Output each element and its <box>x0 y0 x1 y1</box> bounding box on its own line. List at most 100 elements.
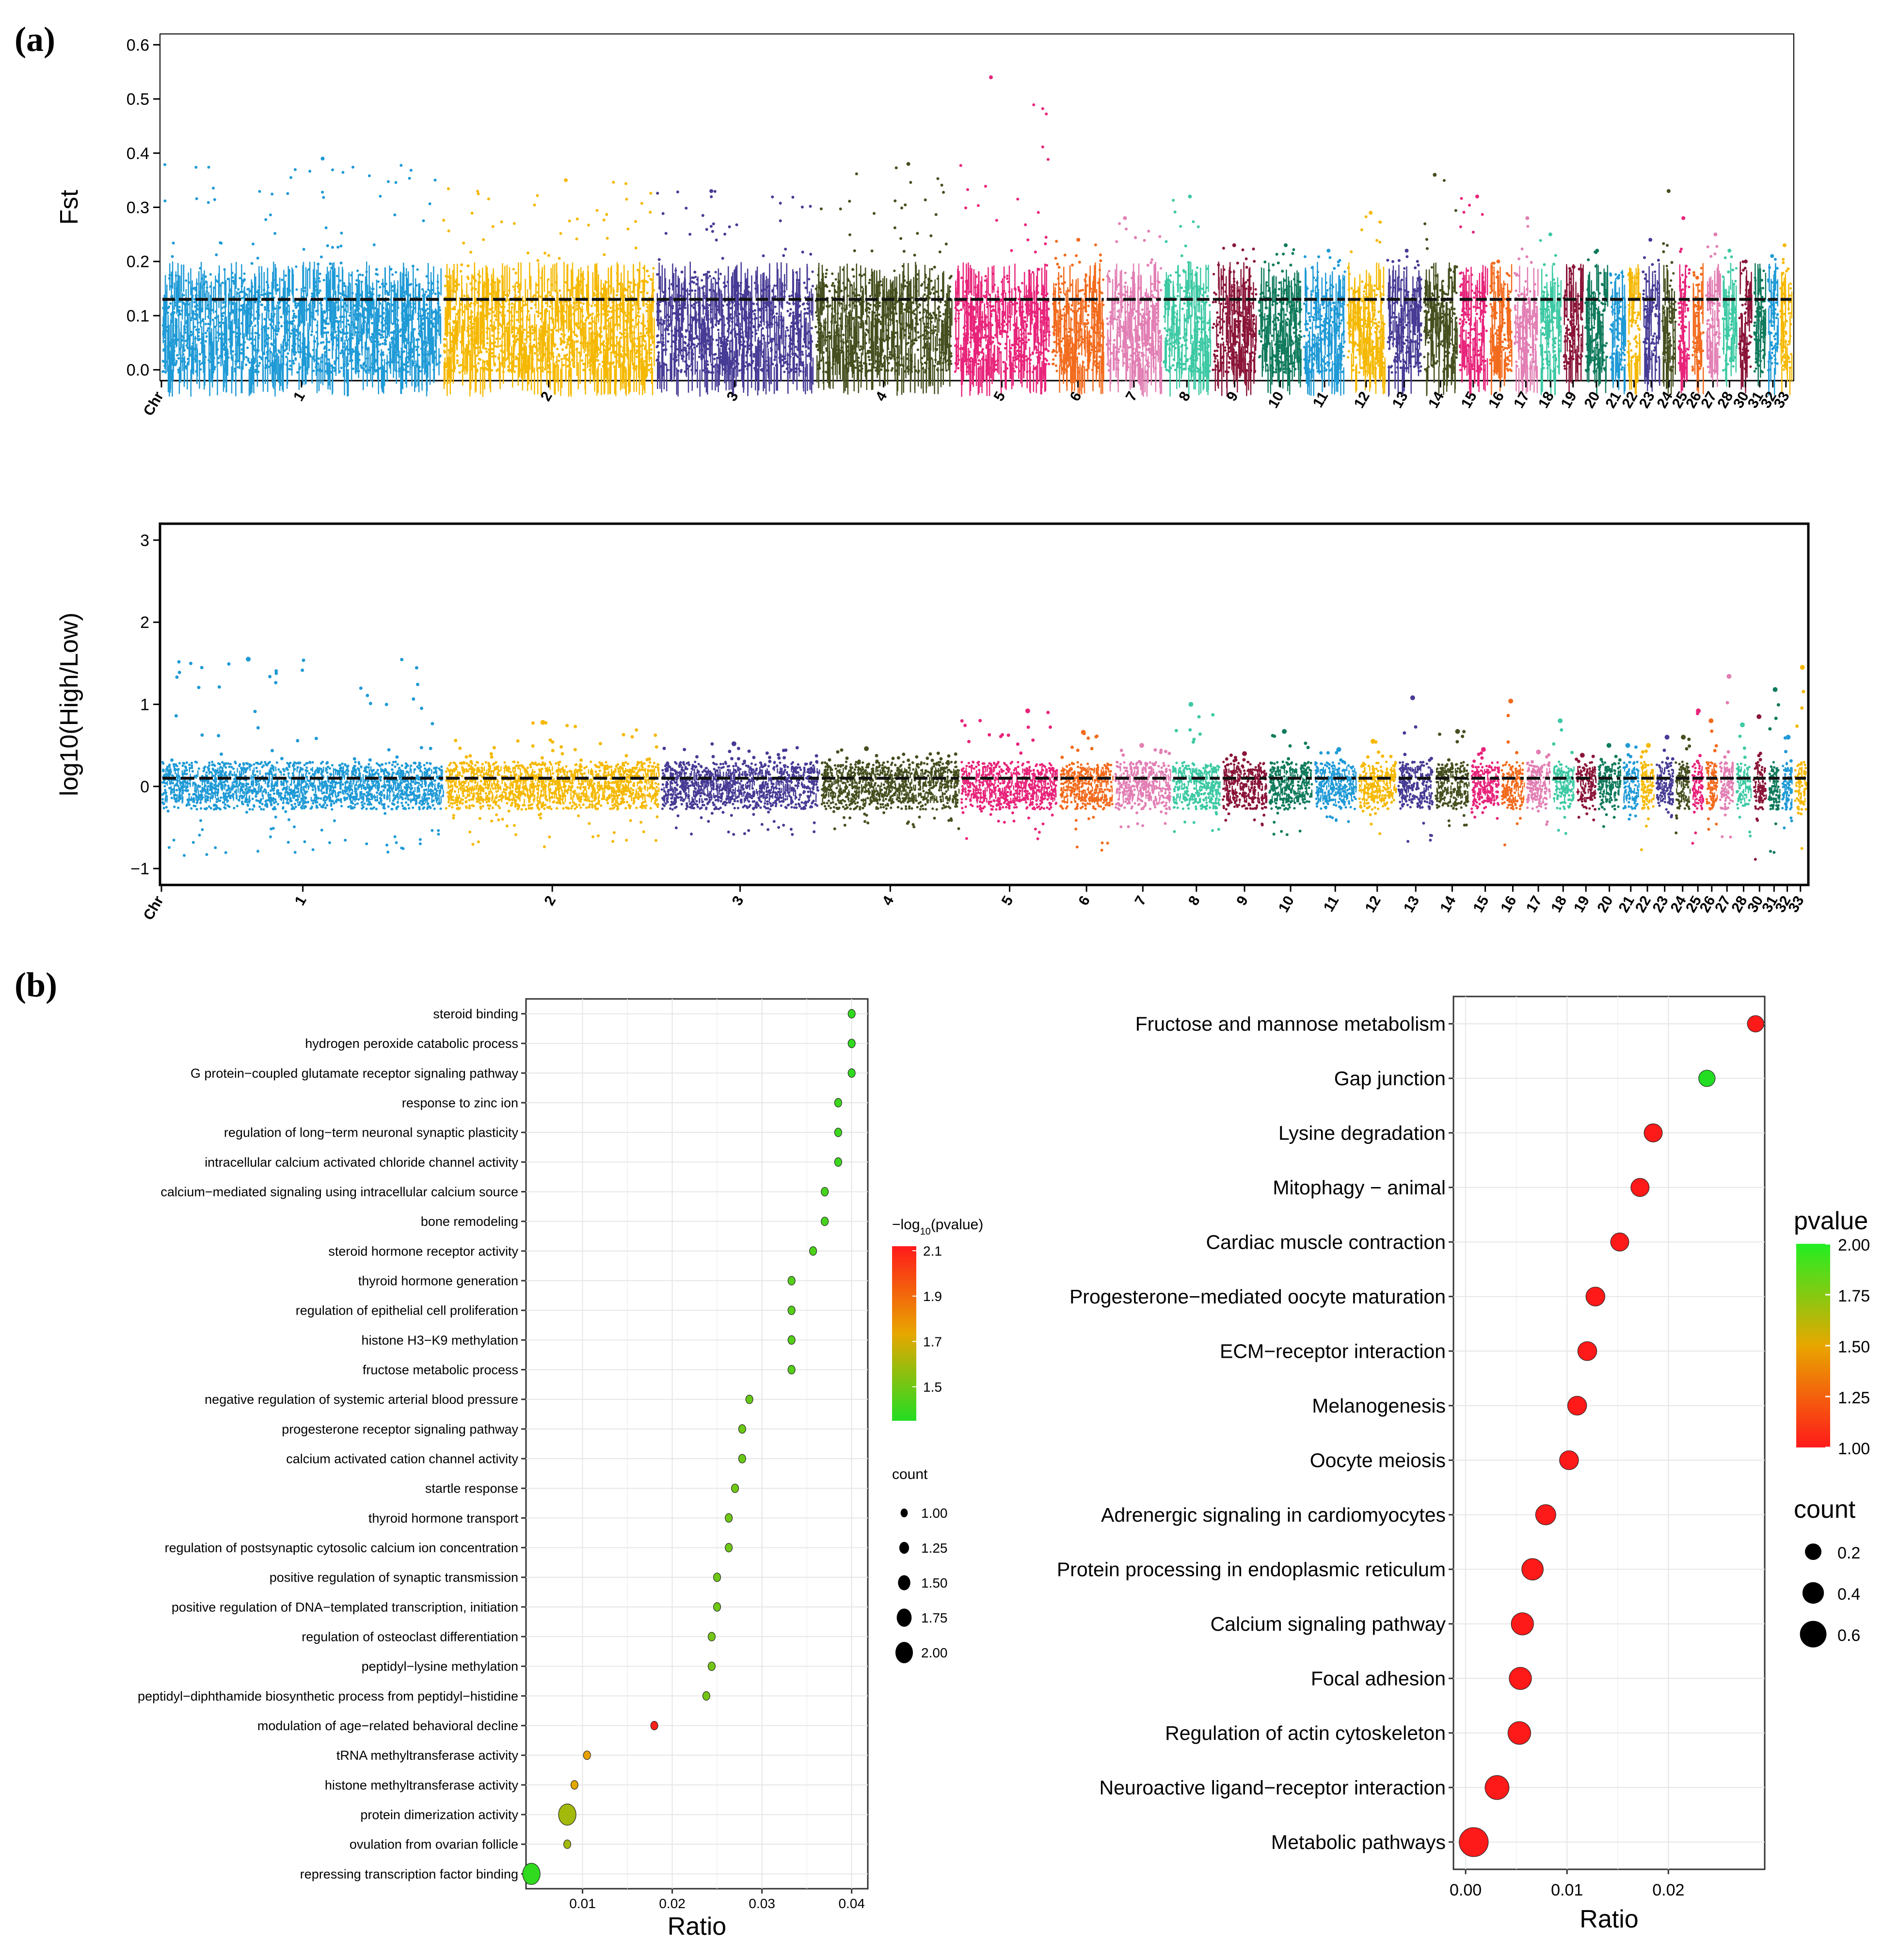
term-label: calcium activated cation channel activit… <box>286 1452 518 1466</box>
peak-point <box>1232 243 1236 247</box>
peak-point <box>731 741 736 746</box>
chromosome-3-points <box>660 741 820 836</box>
x-tick-label: 4 <box>873 389 891 404</box>
x-tick-label: 7 <box>1132 893 1149 908</box>
bubble-point <box>563 1839 572 1849</box>
chromosome-5-points <box>960 708 1058 840</box>
x-tick-label: 11 <box>1310 389 1331 410</box>
peak-point <box>1081 730 1086 735</box>
term-label: Metabolic pathways <box>1271 1831 1446 1853</box>
term-label: Calcium signaling pathway <box>1211 1613 1446 1635</box>
peak-point <box>1666 189 1671 193</box>
peak-point <box>1188 702 1194 707</box>
peak-point <box>1123 216 1127 220</box>
bubble-point <box>787 1276 796 1285</box>
x-tick-label: 10 <box>1276 893 1297 915</box>
term-label: Oocyte meiosis <box>1310 1449 1446 1472</box>
peak-point <box>1681 216 1686 220</box>
y-tick-label: 0.0 <box>127 361 149 380</box>
peak-point <box>246 657 251 662</box>
chromosome-24-points <box>1675 735 1692 835</box>
chromosome-33-points <box>1779 243 1793 396</box>
color-legend-label: 1.75 <box>1838 1287 1870 1305</box>
chromosome-15-points <box>1458 194 1488 397</box>
peak-point <box>1525 216 1530 220</box>
term-label: bone remodeling <box>421 1214 518 1229</box>
color-legend-label: 2.00 <box>1838 1236 1870 1254</box>
bubble-point <box>821 1187 829 1197</box>
term-label: positive regulation of synaptic transmis… <box>270 1570 518 1585</box>
x-tick-label: 20 <box>1581 389 1603 411</box>
bubble-point <box>1511 1612 1534 1636</box>
color-legend-label: 1.00 <box>1838 1440 1870 1458</box>
x-tick-label: 0.02 <box>659 1896 686 1911</box>
chromosome-13-points <box>1397 695 1434 843</box>
size-legend-label: 1.50 <box>921 1575 948 1590</box>
bubble-point <box>738 1454 746 1463</box>
y-tick-label: 3 <box>140 531 149 550</box>
peak-point <box>1336 747 1341 752</box>
color-legend-label: 1.25 <box>1838 1389 1870 1407</box>
peak-point <box>1410 695 1415 700</box>
bubble-point <box>725 1513 733 1523</box>
peak-point <box>1326 248 1331 253</box>
term-label: Fructose and mannose metabolism <box>1135 1013 1446 1035</box>
chromosome-19-points <box>1563 263 1584 393</box>
color-legend-label: 1.5 <box>923 1380 942 1395</box>
bubble-point <box>847 1009 856 1019</box>
x-tick-label: 5 <box>990 389 1008 404</box>
peak-point <box>1369 210 1373 215</box>
chromosome-6-points <box>1051 238 1105 396</box>
peak-point <box>1475 194 1479 199</box>
size-legend-dot <box>896 1608 912 1627</box>
size-legend-label: 0.2 <box>1837 1544 1860 1562</box>
color-legend-label: 1.9 <box>923 1289 942 1304</box>
chromosome-2-points <box>442 178 655 397</box>
term-label: calcium−mediated signaling using intrace… <box>160 1185 518 1199</box>
peak-point <box>1756 714 1762 719</box>
x-tick-label: 8 <box>1176 389 1194 404</box>
term-label: peptidyl−lysine methylation <box>362 1659 518 1674</box>
chromosome-22-points <box>1640 743 1655 851</box>
x-tick-label: 0.01 <box>569 1896 596 1911</box>
peak-point <box>1646 743 1651 748</box>
bubble-point <box>1559 1450 1579 1470</box>
chromosome-15-points <box>1470 747 1500 820</box>
chromosome-9-points <box>1222 751 1268 827</box>
bubble-point <box>570 1780 578 1790</box>
chromosome-8-points <box>1163 194 1212 397</box>
plot-frame <box>159 522 1810 886</box>
chromosome-1-points <box>161 157 442 397</box>
peak-point <box>1681 735 1686 740</box>
chromosome-30-points <box>1753 714 1767 861</box>
chromosome-12-points <box>1357 739 1397 835</box>
x-tick-label: 2 <box>541 893 559 908</box>
peak-point <box>1713 232 1718 237</box>
peak-point <box>1625 743 1630 748</box>
chromosome-6-points <box>1059 730 1114 852</box>
chromosome-22-points <box>1627 264 1642 396</box>
term-label: ECM−receptor interaction <box>1220 1340 1446 1363</box>
chromosome-1-points <box>161 657 445 857</box>
term-label: positive regulation of DNA−templated tra… <box>172 1600 518 1614</box>
peak-point <box>1481 747 1486 752</box>
x-tick-label: 19 <box>1571 893 1593 915</box>
chromosome-21-points <box>1609 270 1627 394</box>
term-label: peptidyl−diphthamide biosynthetic proces… <box>138 1689 518 1703</box>
chromosome-10-points <box>1268 729 1313 836</box>
bubble-point <box>702 1691 710 1701</box>
peak-point <box>1536 749 1541 755</box>
bubble-point <box>847 1039 856 1048</box>
x-tick-label: 7 <box>1123 389 1141 404</box>
term-label: Adrenergic signaling in cardiomyocytes <box>1101 1504 1446 1526</box>
y-tick-label: 0.4 <box>127 145 149 163</box>
x-axis-title: Ratio <box>668 1912 726 1941</box>
chromosome-8-points <box>1172 702 1221 833</box>
x-tick-label: 3 <box>729 893 747 908</box>
bubble-point <box>1644 1123 1663 1142</box>
bubble-point <box>847 1068 856 1078</box>
peak-point <box>1433 173 1437 177</box>
bubble-point <box>821 1217 829 1226</box>
x-tick-label: 14 <box>1437 893 1459 916</box>
